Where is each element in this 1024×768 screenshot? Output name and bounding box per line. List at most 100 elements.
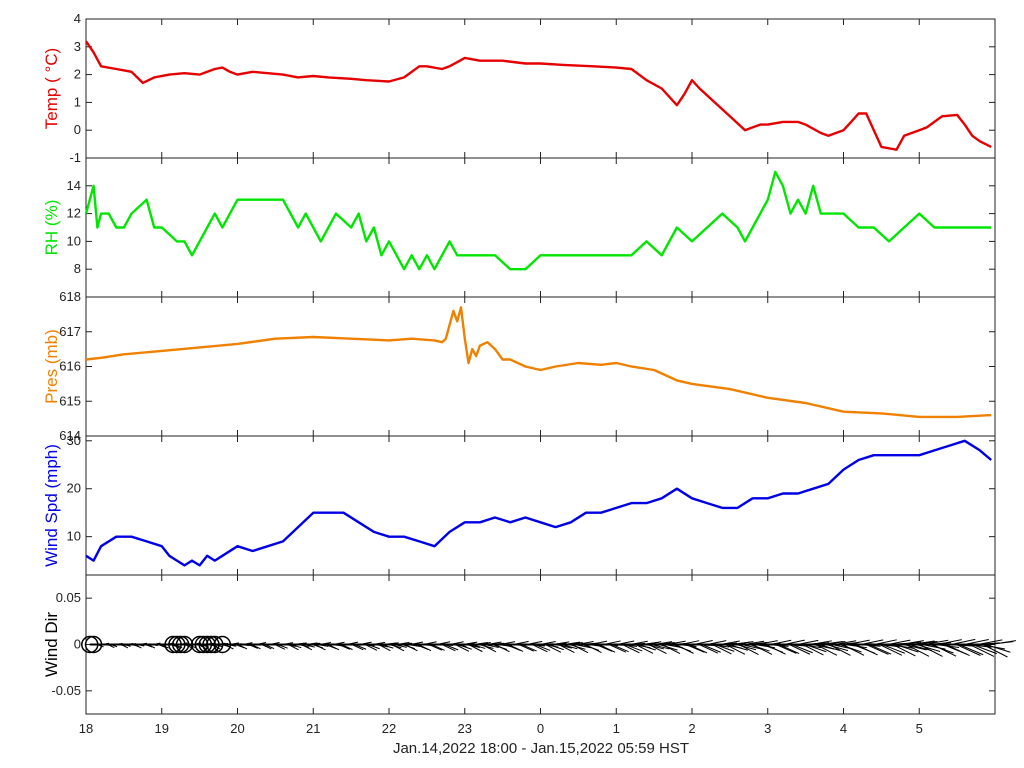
calm-wind-circle [175, 635, 194, 654]
pres-ylabel: Pres (mb) [42, 329, 61, 404]
wind-dir-arrow [805, 644, 827, 653]
wind-dir-arrow [661, 644, 681, 655]
calm-wind-circle [171, 635, 190, 654]
wind-dir-arrow [908, 644, 933, 652]
wind-dir-arrow [494, 644, 510, 653]
temp-ytick-label: 0 [74, 122, 81, 137]
wind-dir-arrow [866, 644, 889, 655]
wind-dir-arrow [441, 644, 456, 652]
rh-ylabel: RH (%) [42, 200, 61, 256]
wind-dir-arrow [571, 644, 589, 654]
x-axis: 18 19 20 21 22 23 0 1 2 3 4 5 [79, 721, 923, 736]
temp-ytick-label: -1 [69, 150, 81, 165]
wind-dir-arrow [675, 644, 694, 654]
pres-ytick-label: 615 [59, 393, 81, 408]
wind-dir-arrow [521, 644, 537, 652]
pres-series-line [85, 306, 992, 419]
wind-dir-ytick-label: -0.05 [51, 683, 81, 698]
wind-dir-arrow [698, 644, 719, 654]
calm-wind-circle [190, 635, 209, 654]
wind-dir-ylabel: Wind Dir [42, 612, 61, 678]
wind-spd-panel: 10 20 30 Wind Spd (mph) [42, 433, 996, 576]
xtick-label: 23 [458, 721, 472, 736]
wind-dir-arrow [828, 644, 851, 656]
pres-panel: 614 615 616 617 618 Pres (mb) [42, 289, 996, 443]
wind-dir-arrow [919, 644, 943, 657]
temp-ytick-label: 2 [74, 67, 81, 82]
wind-dir-arrow [789, 644, 811, 655]
wind-dir-arrow [945, 644, 970, 657]
xtick-label: 19 [155, 721, 169, 736]
wind-dir-arrow [635, 644, 654, 654]
wind-dir-panel: -0.05 0 0.05 Wind Dir [42, 574, 1016, 715]
xtick-label: 20 [230, 721, 244, 736]
xtick-label: 1 [613, 721, 620, 736]
rh-ytick-label: 14 [67, 178, 81, 193]
xtick-label: 3 [764, 721, 771, 736]
temp-ytick-label: 4 [74, 11, 81, 26]
wind-dir-arrow [545, 644, 562, 653]
wind-dir-arrow [775, 644, 797, 654]
wind-dir-arrow [815, 644, 838, 656]
calm-wind-circle [194, 635, 213, 654]
xtick-label: 22 [382, 721, 396, 736]
wind-dir-arrow [508, 644, 524, 652]
x-axis-label: Jan.14,2022 18:00 - Jan.15,2022 05:59 HS… [393, 740, 689, 757]
wind-spd-ytick-label: 10 [67, 529, 81, 544]
wind-dir-arrow [685, 644, 705, 653]
pres-ytick-label: 616 [59, 359, 81, 374]
wind-dir-arrow [404, 644, 418, 652]
wind-dir-ytick-label: 0.05 [56, 590, 81, 605]
wind-dir-arrow [598, 644, 616, 653]
pres-ytick-label: 617 [59, 324, 81, 339]
calm-wind-circle [206, 635, 224, 654]
wind-dir-arrow [751, 644, 773, 655]
rh-series-line [84, 170, 992, 271]
wind-dir-arrow [868, 644, 892, 655]
wind-dir-arrow [791, 644, 813, 654]
xtick-label: 2 [688, 721, 695, 736]
wind-dir-arrow [712, 644, 732, 655]
wind-dir-arrow [622, 644, 640, 654]
xtick-label: 5 [916, 721, 923, 736]
xtick-label: 21 [306, 721, 320, 736]
wind-dir-arrow [481, 644, 497, 653]
wind-spd-ylabel: Wind Spd (mph) [42, 444, 61, 567]
pres-ytick-label: 618 [59, 289, 81, 304]
rh-ytick-label: 12 [67, 206, 81, 221]
wind-spd-series-line [85, 439, 992, 567]
wind-dir-arrow [969, 644, 995, 657]
wind-dir-arrow [842, 644, 865, 656]
rh-ytick-label: 8 [74, 261, 81, 276]
calm-wind-circle [198, 635, 216, 654]
wind-dir-arrow [518, 644, 535, 652]
xtick-label: 18 [79, 721, 93, 736]
wind-dir-arrow [818, 644, 841, 651]
wind-dir-arrow [417, 644, 432, 652]
wind-dir-arrow [879, 644, 903, 656]
wind-dir-arrow [778, 644, 800, 655]
temp-ytick-label: 3 [74, 39, 81, 54]
rh-panel: 8 10 12 14 RH (%) [42, 157, 996, 298]
temp-ytick-label: 1 [74, 94, 81, 109]
wind-dir-arrow [958, 644, 984, 656]
calm-wind-circle [164, 635, 182, 654]
rh-ytick-label: 10 [67, 233, 81, 248]
wind-spd-ytick-label: 20 [67, 481, 81, 496]
xtick-label: 0 [537, 721, 544, 736]
wind-dir-arrow [895, 644, 919, 653]
wind-spd-ytick-label: 30 [67, 433, 81, 448]
wind-dir-arrow [455, 644, 470, 652]
wind-dir-arrow [378, 644, 391, 652]
wind-dir-arrow [738, 644, 759, 655]
wind-dir-arrow [725, 644, 746, 655]
wind-dir-arrow [624, 644, 643, 652]
wind-dir-arrow [892, 644, 916, 657]
wind-dir-arrow [990, 640, 1016, 645]
wind-dir-arrow [608, 644, 627, 653]
wind-dir-arrow [701, 644, 721, 653]
wind-dir-arrow [584, 644, 602, 654]
